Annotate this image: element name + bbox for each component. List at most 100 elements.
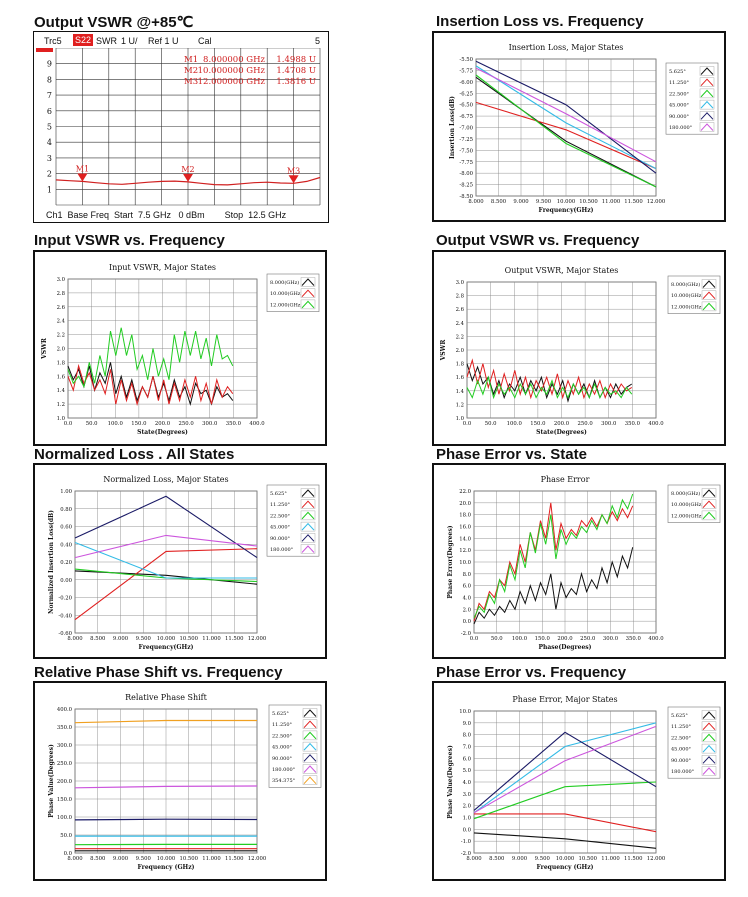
legend-swatch-frame	[300, 521, 316, 532]
legend-label: 11.250°	[270, 502, 290, 508]
legend-swatch	[301, 522, 315, 531]
legend-swatch	[702, 280, 716, 288]
series-line-45-000	[475, 65, 657, 170]
cal-label: Cal	[198, 36, 212, 46]
legend-swatch-frame	[699, 88, 715, 99]
vna-marker-triangle	[288, 175, 299, 184]
xtick-label: 300.0	[601, 421, 617, 427]
legend-swatch-frame	[701, 755, 717, 765]
legend-swatch-frame	[701, 732, 717, 743]
legend-swatch-frame	[302, 708, 318, 718]
legend-swatch-frame	[701, 488, 717, 498]
legend-label: 8.000(GHz)	[671, 281, 700, 288]
x-axis-label: Frequency (GHz)	[138, 864, 195, 871]
ytick-label: 1.6	[57, 374, 66, 380]
legend-swatch-frame	[701, 510, 717, 521]
xtick-label: 9.000	[113, 856, 129, 862]
xtick-label: 8.500	[489, 856, 505, 862]
legend-label: 180.000°	[270, 547, 294, 553]
legend-swatch	[702, 744, 716, 753]
legend-label: 354.375°	[272, 778, 296, 784]
vna-marker-value: 1.3816 U	[276, 77, 316, 87]
ytick-label: 18.0	[459, 513, 471, 519]
input-vswr-heading: Input VSWR vs. Frequency	[34, 232, 225, 249]
legend-swatch	[700, 123, 714, 131]
xtick-label: 11.000	[202, 856, 221, 862]
series-line-22-500	[475, 74, 657, 188]
xtick-label: 350.0	[626, 636, 642, 642]
chart-title: Insertion Loss, Major States	[509, 43, 624, 52]
chart-title: Relative Phase Shift	[125, 693, 207, 702]
ytick-label: 2.8	[57, 291, 66, 297]
ytick-label: 0.0	[64, 851, 73, 857]
legend-swatch-frame	[701, 743, 717, 754]
legend-swatch-frame	[701, 290, 717, 300]
legend-swatch-frame	[302, 719, 318, 729]
legend-swatch-frame	[300, 288, 316, 298]
legend-label: 10.000(GHz)	[671, 501, 703, 508]
legend-label: 12.000(GHz)	[671, 303, 703, 310]
legend-label: 22.500°	[272, 733, 292, 739]
xtick-label: 10.000	[157, 636, 176, 642]
xtick-label: 0.0	[463, 421, 472, 427]
vna-marker-name: M2	[184, 66, 198, 76]
ytick-label: 0.0	[463, 827, 472, 833]
legend-swatch-frame	[701, 301, 717, 312]
legend-swatch	[702, 711, 716, 719]
ytick-label: 2.2	[57, 333, 65, 339]
legend-swatch	[303, 709, 317, 717]
xtick-label: 250.0	[179, 421, 195, 427]
xtick-label: 9.000	[513, 199, 529, 205]
legend-label: 11.250°	[671, 724, 691, 730]
series-line-180-000	[74, 785, 258, 789]
ytick-label: 200.0	[57, 779, 73, 785]
xtick-label: 11.000	[202, 636, 221, 642]
xtick-label: 100.0	[507, 421, 523, 427]
xtick-label: 9.000	[512, 856, 528, 862]
ytick-label: 2.0	[456, 348, 465, 354]
output-vswr-panel: Output VSWR, Major States 0.0 50.0 100.0 150…	[432, 250, 726, 446]
ytick-label: 400.0	[57, 707, 73, 713]
xtick-label: 8.000	[468, 199, 484, 205]
vna-ytick-label: 7	[47, 91, 52, 100]
ytick-label: 7.0	[463, 745, 472, 751]
series-line-12-000-ghz	[466, 375, 633, 400]
legend-swatch-frame	[300, 510, 316, 521]
vna-marker-freq: 12.000000 GHz	[198, 77, 266, 87]
legend-swatch	[303, 731, 317, 740]
legend-swatch	[700, 100, 714, 109]
y-axis-label: Insertion Loss(dB)	[449, 96, 456, 159]
series-line-12-000-ghz	[473, 493, 634, 619]
legend-swatch	[700, 89, 714, 98]
xtick-label: 50.0	[485, 421, 497, 427]
ytick-label: 10.0	[459, 560, 471, 566]
vna-ytick-label: 8	[47, 75, 52, 84]
ytick-label: 1.8	[57, 360, 66, 366]
vna-ytick-label: 4	[47, 138, 52, 147]
ytick-label: -0.20	[58, 596, 72, 602]
xtick-label: 150.0	[131, 421, 147, 427]
series-line-180-000	[473, 725, 657, 814]
xtick-label: 350.0	[625, 421, 641, 427]
legend-label: 22.500°	[270, 513, 290, 519]
ytick-label: 0.40	[60, 542, 72, 548]
legend-swatch-frame	[300, 544, 316, 554]
legend-label: 90.000°	[270, 536, 290, 542]
ytick-label: -1.0	[461, 839, 472, 845]
y-axis-label: Phase Value(Degrees)	[48, 744, 55, 818]
ytick-label: 1.2	[456, 402, 464, 408]
legend-swatch	[301, 545, 315, 553]
legend-swatch	[301, 534, 315, 542]
ytick-label: 20.0	[459, 501, 471, 507]
ytick-label: -0.60	[58, 631, 72, 637]
ytick-label: 2.0	[463, 607, 472, 613]
xtick-label: 12.000	[248, 856, 267, 862]
xtick-label: 8.500	[491, 199, 507, 205]
phase-error-state-chart: Phase Error 0.0 50.0 100.0 150.0 200.0 250.0 30…	[447, 475, 721, 651]
ytick-label: 2.0	[463, 804, 472, 810]
legend-label: 8.000(GHz)	[270, 279, 299, 286]
xtick-label: 8.000	[466, 856, 482, 862]
legend-label: 180.000°	[671, 769, 695, 775]
ytick-label: 14.0	[459, 536, 471, 542]
series-line-354-375	[74, 719, 257, 724]
